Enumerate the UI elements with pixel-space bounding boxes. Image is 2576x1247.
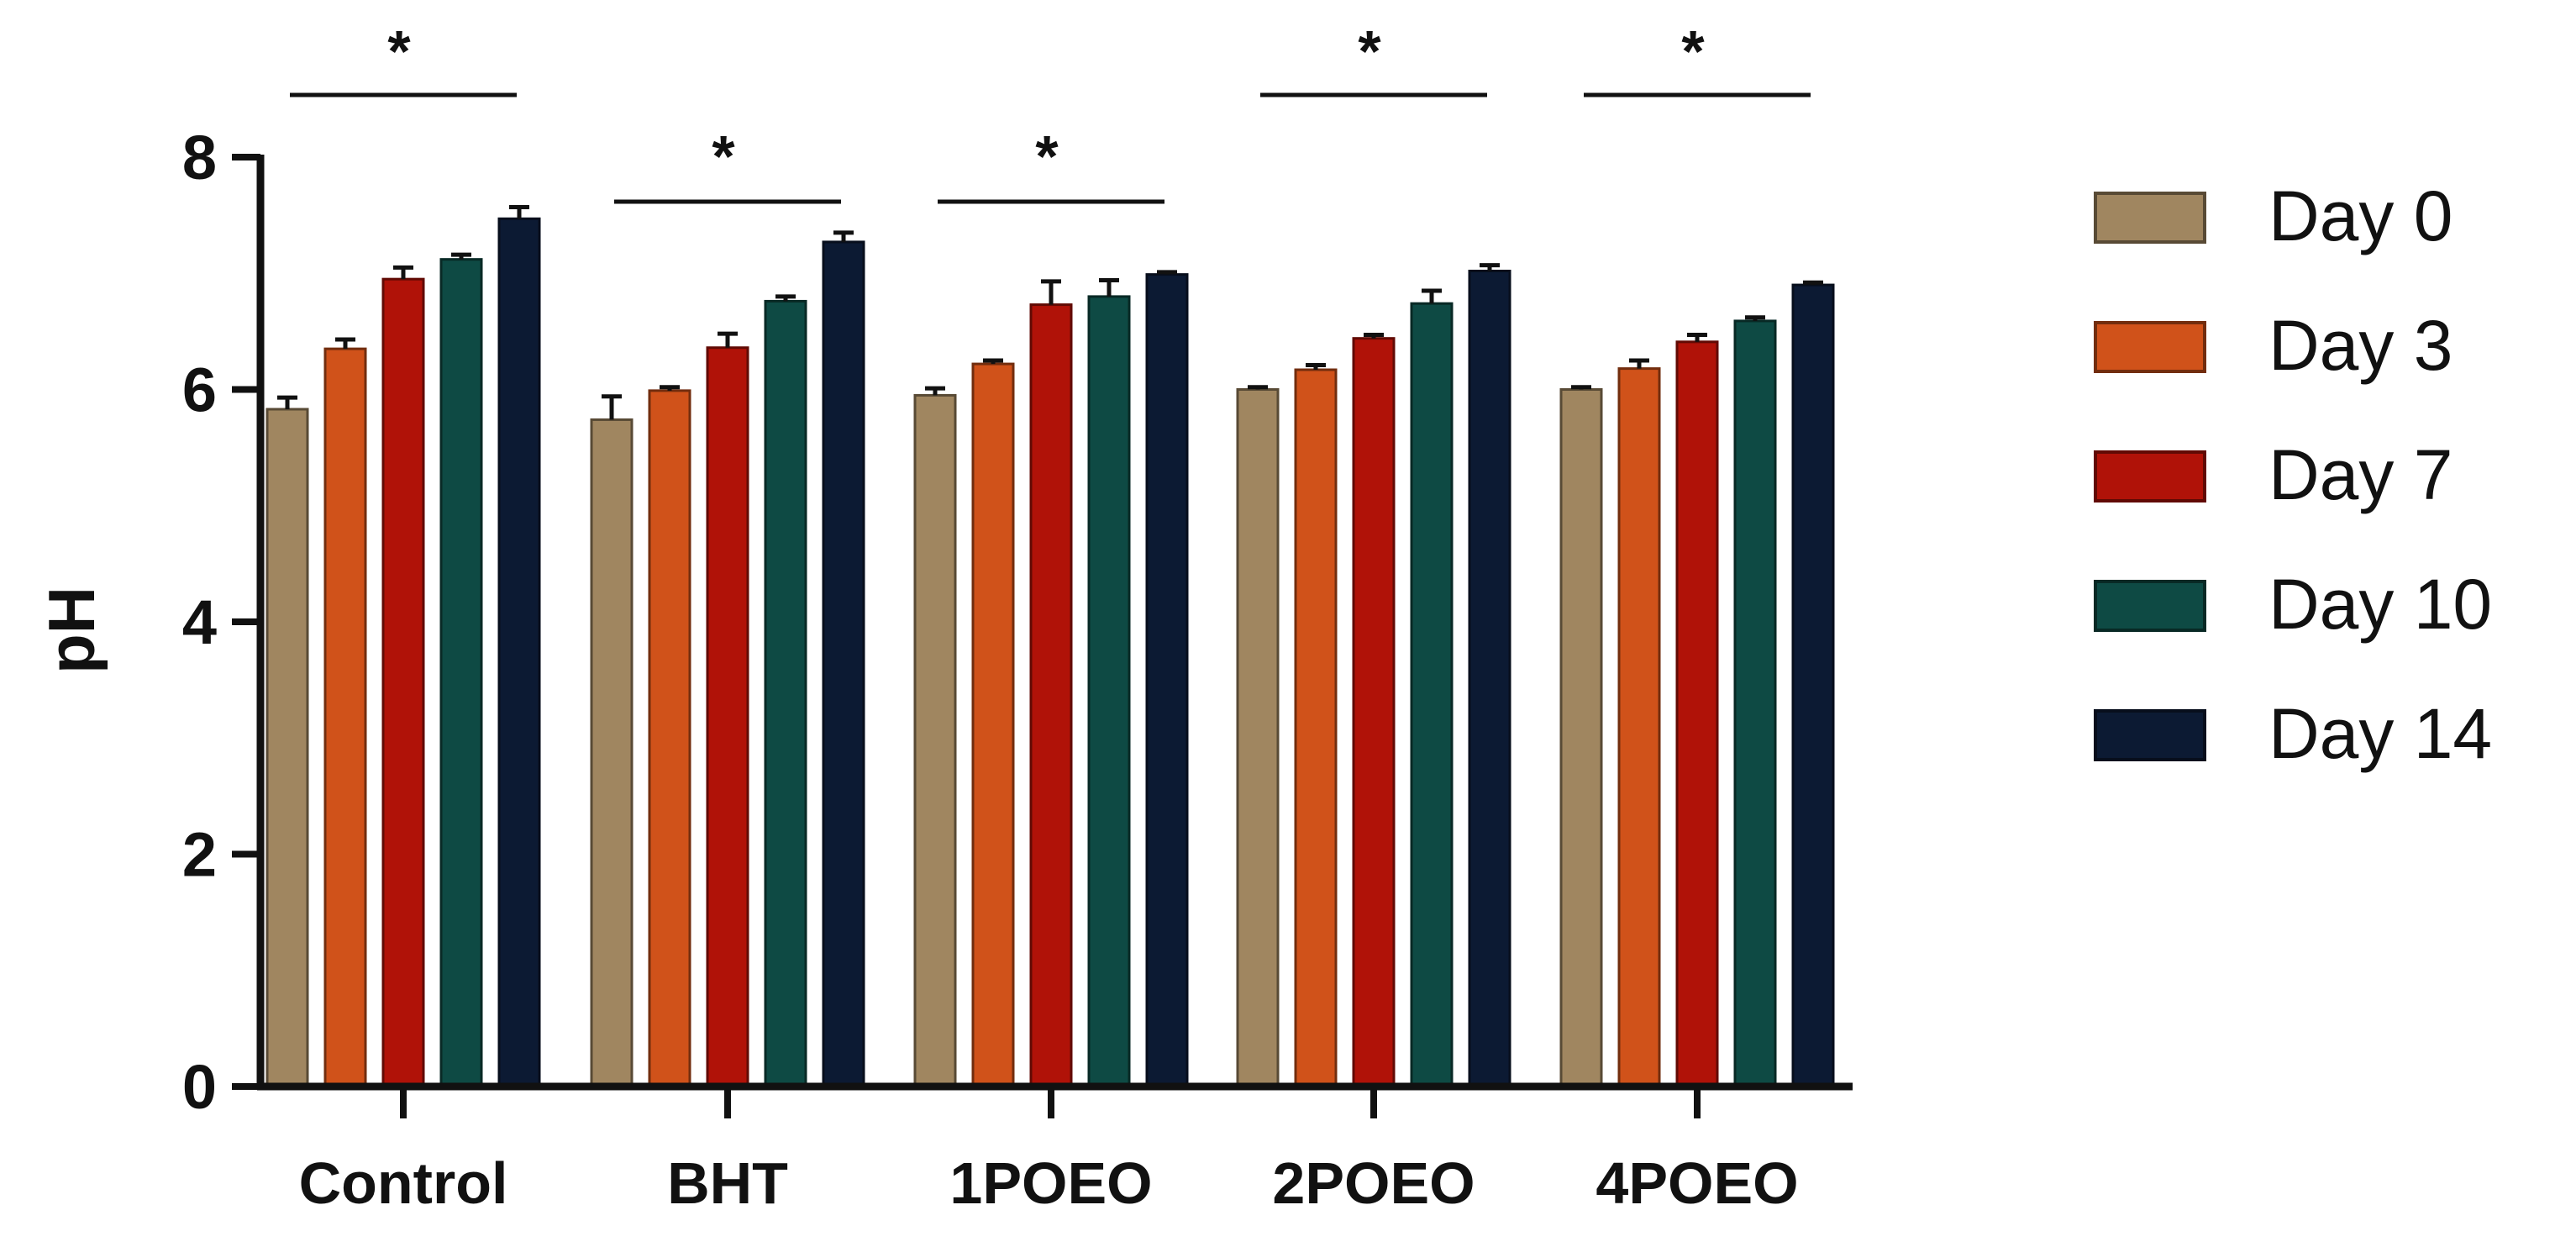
significance-star: * xyxy=(387,18,411,84)
legend-label-day-0: Day 0 xyxy=(2268,176,2452,255)
legend-swatch-day-14 xyxy=(2094,709,2206,761)
y-tick-label: 4 xyxy=(182,587,217,657)
bar-bht-day-10 xyxy=(764,299,807,1088)
axes-layer: 0 2 4 6 8 Control BHT 1POEO 2POEO 4POEO xyxy=(182,123,1853,1216)
legend-label-day-3: Day 3 xyxy=(2268,306,2452,385)
y-tick-label: 0 xyxy=(182,1052,217,1122)
legend-swatch-day-3 xyxy=(2094,321,2206,373)
bar-1poeo-day-3 xyxy=(971,362,1015,1088)
bar-2poeo-day-14 xyxy=(1468,269,1511,1088)
legend-swatch-day-7 xyxy=(2094,450,2206,502)
bar-1poeo-day-10 xyxy=(1087,295,1131,1088)
bar-4poeo-day-0 xyxy=(1559,388,1603,1088)
bar-control-day-10 xyxy=(439,258,483,1088)
bar-1poeo-day-0 xyxy=(913,393,957,1088)
bar-bht-day-3 xyxy=(648,389,691,1088)
bar-1poeo-day-7 xyxy=(1029,303,1073,1088)
bar-bht-day-14 xyxy=(822,240,865,1088)
significance-star: * xyxy=(1681,18,1705,84)
bars-layer xyxy=(265,204,1835,1088)
significance-star: * xyxy=(1035,124,1059,189)
y-tick-label: 2 xyxy=(182,820,217,890)
bar-control-day-14 xyxy=(497,217,541,1088)
bar-4poeo-day-14 xyxy=(1791,283,1835,1088)
bar-4poeo-day-3 xyxy=(1617,367,1661,1088)
bar-2poeo-day-3 xyxy=(1294,368,1338,1088)
legend-label-day-14: Day 14 xyxy=(2268,694,2492,773)
x-tick-label-control: Control xyxy=(299,1150,508,1216)
significance-star: * xyxy=(712,124,735,189)
x-tick-label-2poeo: 2POEO xyxy=(1272,1150,1475,1216)
bar-control-day-0 xyxy=(265,408,309,1088)
legend-swatch-day-0 xyxy=(2094,192,2206,244)
bar-4poeo-day-7 xyxy=(1675,340,1719,1088)
x-tick-label-bht: BHT xyxy=(667,1150,788,1216)
bar-4poeo-day-10 xyxy=(1733,319,1777,1088)
bar-2poeo-day-10 xyxy=(1410,302,1454,1088)
bar-2poeo-day-7 xyxy=(1352,337,1396,1088)
y-axis-label: pH xyxy=(34,587,108,674)
y-tick-label: 6 xyxy=(182,355,217,425)
legend: Day 0 Day 3 Day 7 Day 10 Day 14 xyxy=(2094,176,2492,773)
bar-bht-day-0 xyxy=(590,418,633,1088)
x-tick-label-4poeo: 4POEO xyxy=(1596,1150,1798,1216)
bar-control-day-3 xyxy=(323,347,367,1088)
significance-annotations: * * * * * xyxy=(290,18,1811,204)
significance-star: * xyxy=(1358,18,1381,84)
legend-label-day-10: Day 10 xyxy=(2268,565,2492,644)
legend-swatch-day-10 xyxy=(2094,580,2206,632)
legend-label-day-7: Day 7 xyxy=(2268,435,2452,514)
y-tick-label: 8 xyxy=(182,123,217,192)
bar-1poeo-day-14 xyxy=(1145,273,1189,1088)
bar-bht-day-7 xyxy=(706,346,749,1088)
x-tick-label-1poeo: 1POEO xyxy=(949,1150,1152,1216)
bar-control-day-7 xyxy=(381,277,425,1088)
bar-2poeo-day-0 xyxy=(1236,388,1280,1088)
